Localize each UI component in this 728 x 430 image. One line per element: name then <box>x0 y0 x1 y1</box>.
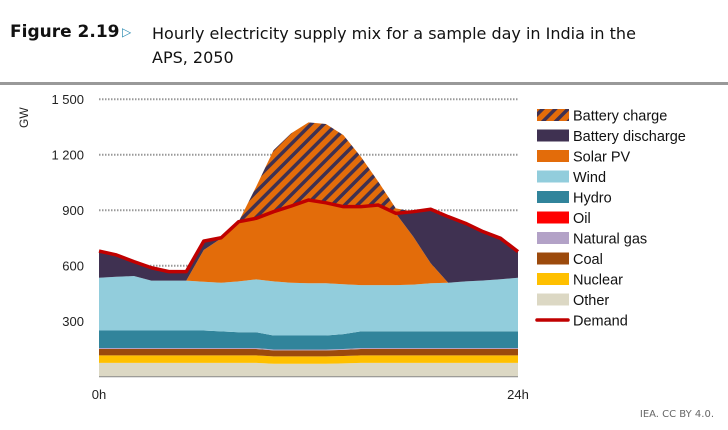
legend-swatch-battery-discharge <box>537 129 569 142</box>
legend-swatch-solar-pv <box>537 150 569 162</box>
legend-label-other: Other <box>573 293 609 309</box>
y-tick-label: 300 <box>62 314 84 329</box>
legend-swatch-hydro <box>537 191 569 203</box>
legend-swatch-nuclear <box>537 273 569 285</box>
legend-label-solar-pv: Solar PV <box>573 150 631 166</box>
figure-title: Hourly electricity supply mix for a samp… <box>152 24 636 67</box>
credit-text: IEA. CC BY 4.0. <box>639 409 714 420</box>
y-tick-label: 1 500 <box>51 92 84 107</box>
area-natural-gas <box>99 348 518 351</box>
area-solar-pv <box>99 200 518 286</box>
legend-label-demand: Demand <box>573 314 628 330</box>
area-other <box>99 362 518 377</box>
legend-swatch-battery-charge <box>537 109 569 121</box>
legend-swatch-other <box>537 293 569 306</box>
title-divider <box>0 82 728 85</box>
area-wind <box>99 276 518 336</box>
legend-label-wind: Wind <box>573 170 606 186</box>
area-nuclear <box>99 355 518 364</box>
triangle-right-icon: ▷ <box>122 25 132 39</box>
y-tick-label: 600 <box>62 259 84 274</box>
legend-label-nuclear: Nuclear <box>573 273 623 289</box>
y-tick-label: 1 200 <box>51 148 84 163</box>
legend-label-natural-gas: Natural gas <box>573 232 647 248</box>
legend-label-battery-charge: Battery charge <box>573 109 667 125</box>
figure-label: Figure 2.19 <box>10 22 120 42</box>
legend-label-battery-discharge: Battery discharge <box>573 129 686 145</box>
area-battery-charge <box>99 122 518 272</box>
legend-label-coal: Coal <box>573 252 603 268</box>
legend-swatch-oil <box>537 211 569 224</box>
x-tick-label: 0h <box>92 387 106 402</box>
legend-swatch-wind <box>537 170 569 183</box>
legend-swatch-coal <box>537 252 569 265</box>
demand-line <box>98 198 520 274</box>
area-coal <box>99 348 518 357</box>
legend-label-oil: Oil <box>573 211 591 227</box>
legend-swatch-natural-gas <box>537 232 569 244</box>
legend-label-hydro: Hydro <box>573 191 612 207</box>
y-tick-label: 900 <box>62 203 84 218</box>
area-hydro <box>99 330 518 350</box>
x-tick-label: 24h <box>507 387 529 402</box>
area-battery-discharge <box>99 200 518 283</box>
